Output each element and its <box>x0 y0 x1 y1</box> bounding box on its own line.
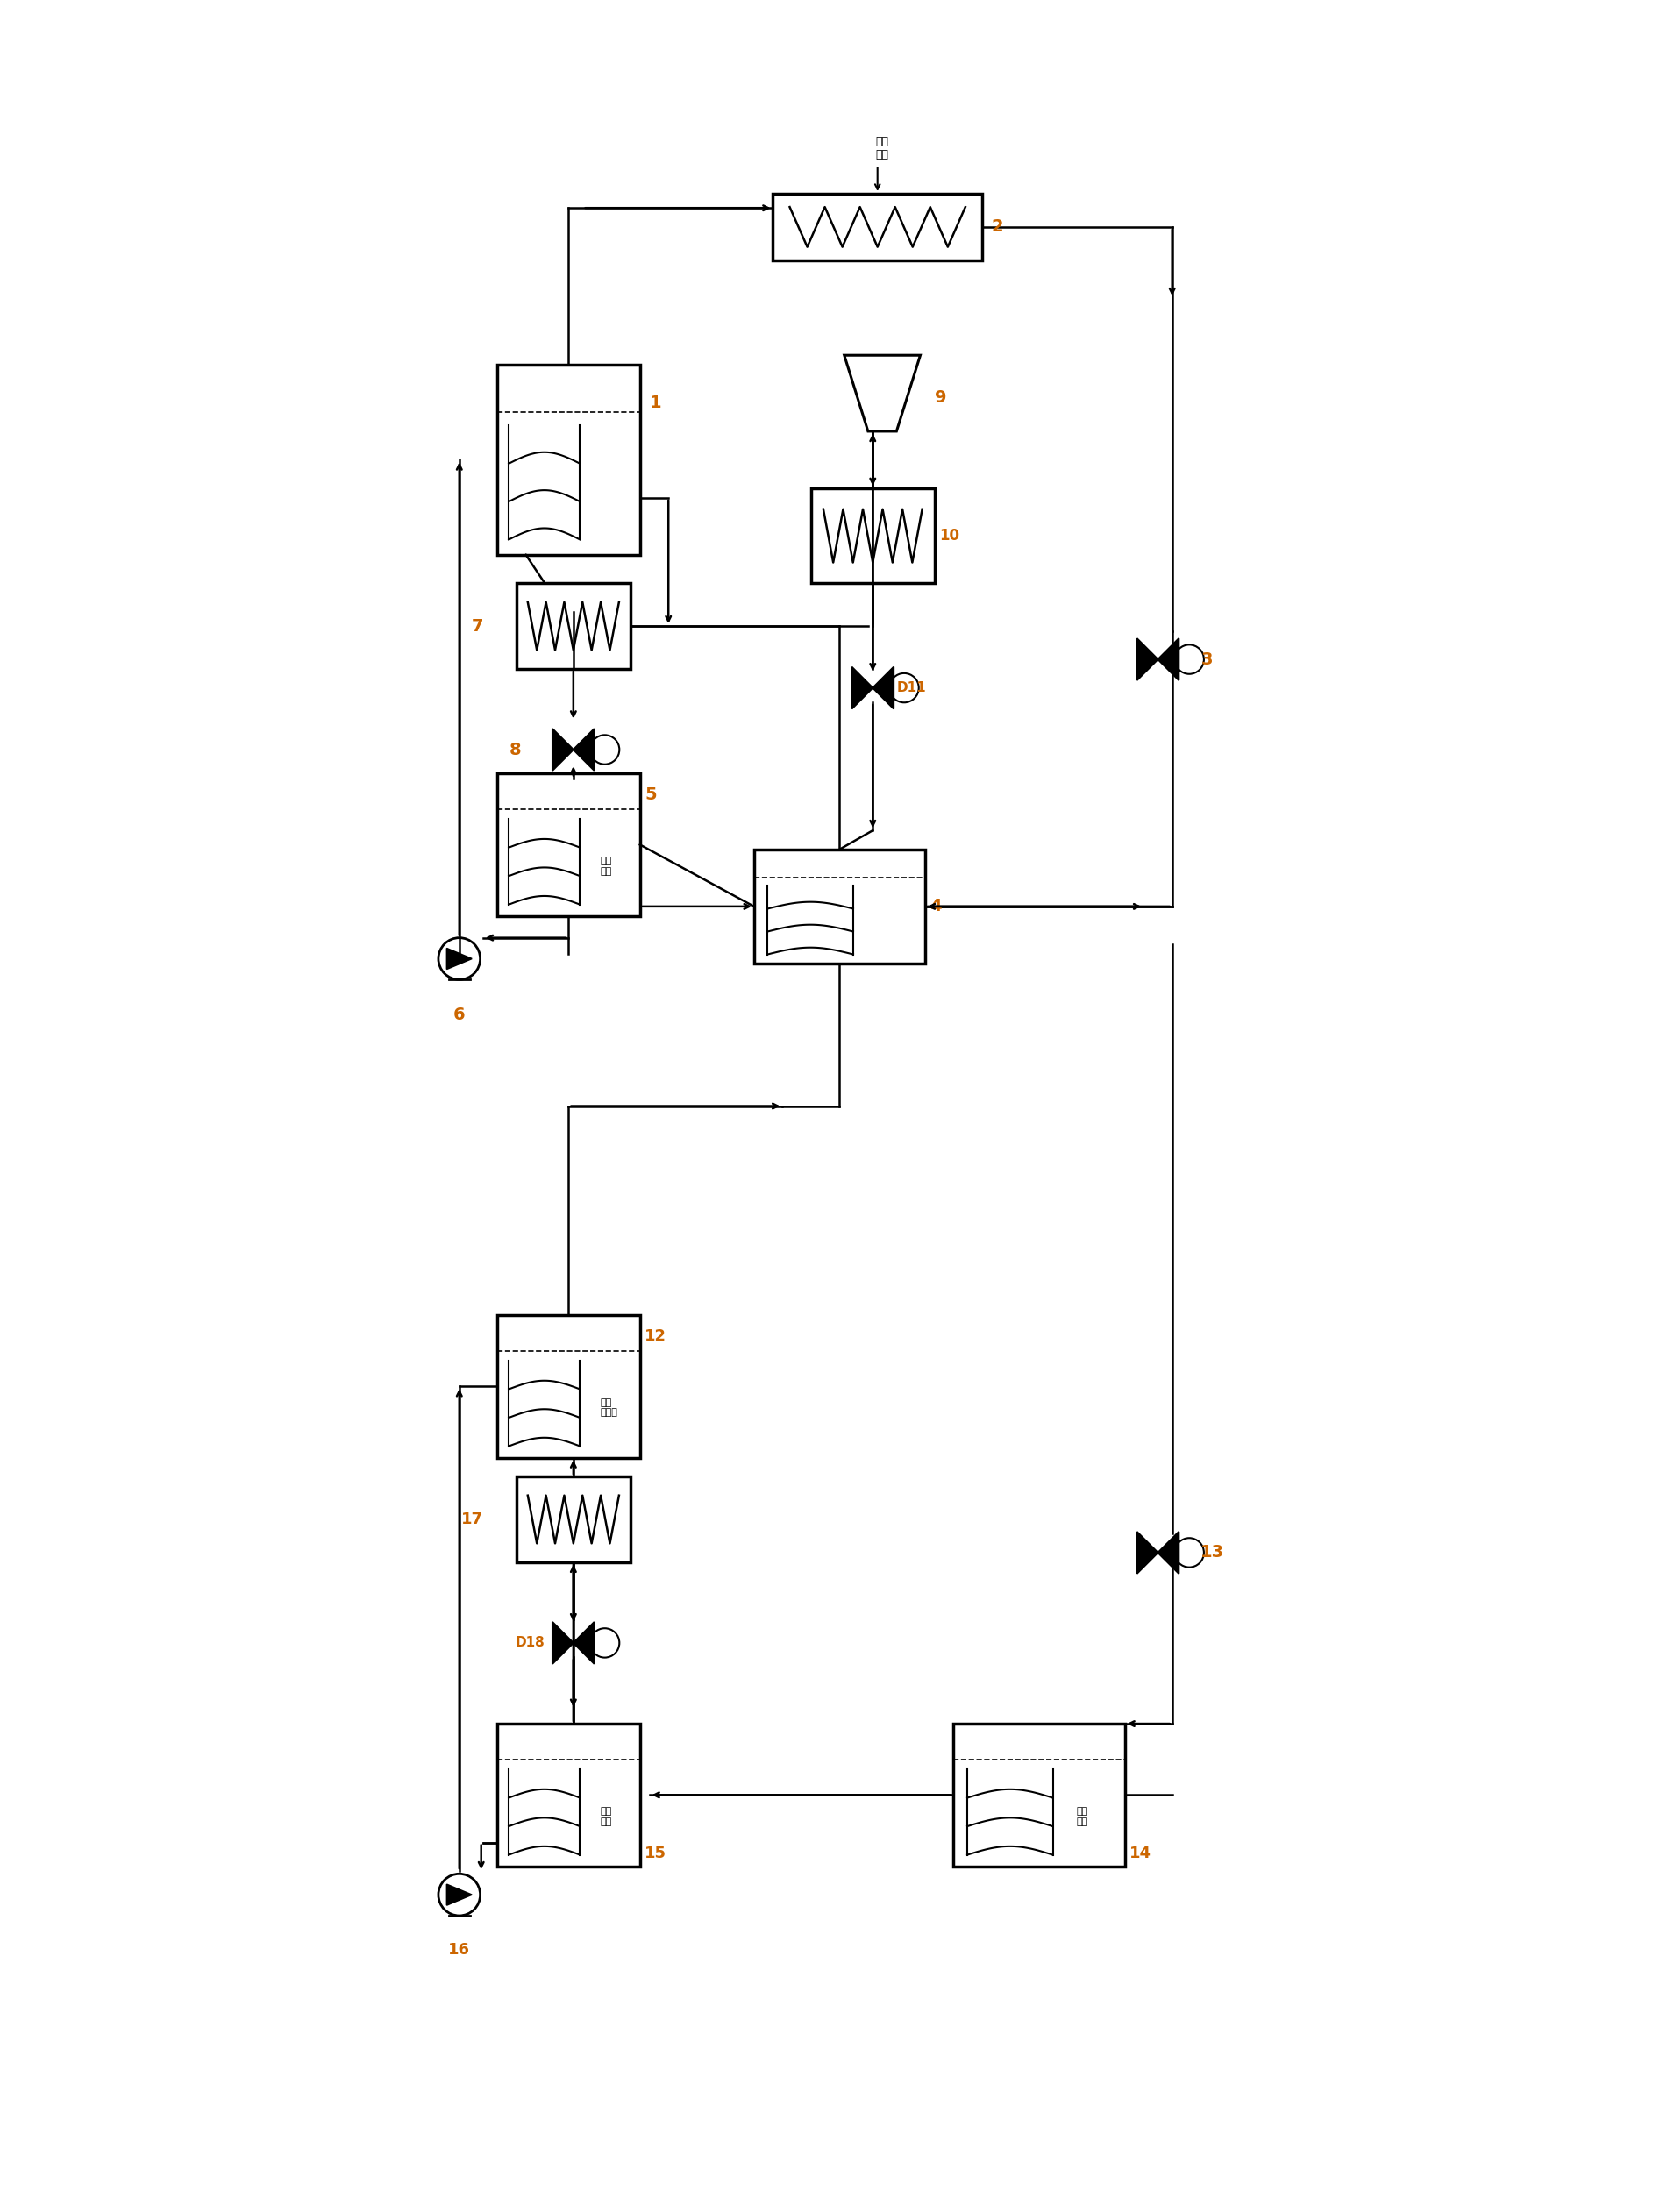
Text: 4: 4 <box>930 898 941 916</box>
Bar <box>953 1723 1125 1867</box>
Text: 12: 12 <box>644 1329 667 1345</box>
Text: 冷却
介质: 冷却 介质 <box>599 1807 611 1825</box>
Text: 14: 14 <box>1129 1845 1152 1863</box>
Text: 13: 13 <box>1200 1544 1225 1562</box>
Text: 2: 2 <box>991 219 1004 234</box>
Text: 5: 5 <box>644 787 657 803</box>
Bar <box>498 1723 639 1867</box>
Polygon shape <box>1159 639 1179 681</box>
Text: 8: 8 <box>510 741 521 759</box>
Text: 低品
位热源: 低品 位热源 <box>599 1398 618 1418</box>
Bar <box>498 774 639 916</box>
Text: 冷却
介质: 冷却 介质 <box>876 135 888 161</box>
Bar <box>754 849 925 964</box>
Text: D18: D18 <box>515 1637 544 1650</box>
Polygon shape <box>573 728 594 770</box>
Polygon shape <box>1137 639 1159 681</box>
Polygon shape <box>873 668 893 708</box>
Text: 7: 7 <box>471 617 483 635</box>
Polygon shape <box>447 949 471 969</box>
Polygon shape <box>553 1621 573 1663</box>
Text: 16: 16 <box>448 1942 470 1958</box>
Text: 1: 1 <box>649 394 661 411</box>
Polygon shape <box>573 1621 594 1663</box>
Text: 6: 6 <box>453 1006 465 1022</box>
Text: 17: 17 <box>461 1511 483 1526</box>
Bar <box>774 195 983 261</box>
Text: 3: 3 <box>1200 650 1212 668</box>
Bar <box>498 1316 639 1458</box>
Polygon shape <box>1159 1531 1179 1573</box>
Polygon shape <box>1137 1531 1159 1573</box>
Polygon shape <box>553 728 573 770</box>
Text: 蒸冷
介质: 蒸冷 介质 <box>1077 1807 1089 1825</box>
Text: D11: D11 <box>896 681 926 695</box>
Bar <box>516 1478 631 1562</box>
Text: 15: 15 <box>644 1845 667 1863</box>
Text: 10: 10 <box>940 529 959 544</box>
Polygon shape <box>852 668 873 708</box>
Polygon shape <box>447 1885 471 1905</box>
Text: 冷却
介质: 冷却 介质 <box>599 856 611 876</box>
Bar <box>516 584 631 668</box>
Bar <box>498 365 639 555</box>
Bar <box>812 489 935 584</box>
Text: 9: 9 <box>935 389 946 407</box>
